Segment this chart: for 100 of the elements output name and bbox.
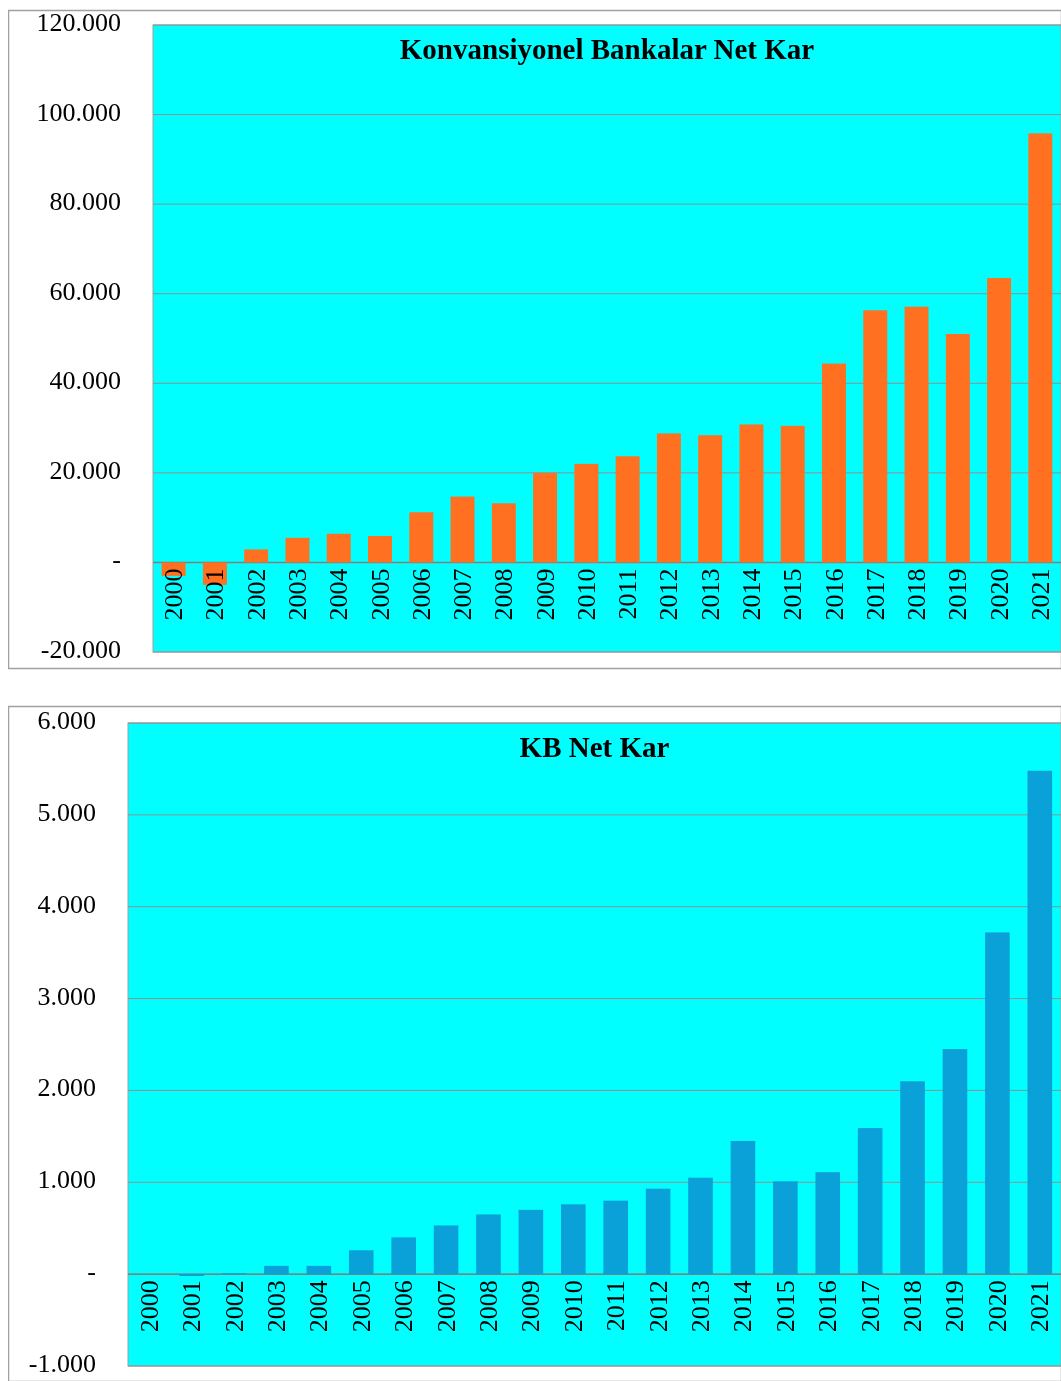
x-tick-label: 2015 <box>778 568 808 621</box>
bar <box>1027 770 1053 1275</box>
x-tick-label: 2015 <box>770 1280 800 1333</box>
bar <box>433 1225 459 1275</box>
x-tick-label: 2019 <box>940 1280 970 1333</box>
bar <box>780 425 805 563</box>
bar <box>857 1128 883 1275</box>
x-tick-label: 2017 <box>860 568 890 621</box>
x-tick-label: 2005 <box>365 568 395 621</box>
bar <box>326 533 351 563</box>
x-tick-label: 2004 <box>304 1280 334 1333</box>
y-tick-label: - <box>112 545 121 575</box>
bar <box>656 433 681 563</box>
bar <box>518 1209 544 1275</box>
chart-title: Konvansiyonel Bankalar Net Kar <box>399 33 815 65</box>
y-tick-label: 20.000 <box>49 455 121 485</box>
bar <box>615 456 640 563</box>
y-tick-label: 40.000 <box>49 366 121 396</box>
x-tick-label: 2005 <box>346 1280 376 1333</box>
x-tick-label: 2013 <box>695 568 725 621</box>
y-tick-label: 3.000 <box>37 981 96 1011</box>
y-tick-label: 60.000 <box>49 276 121 306</box>
bar <box>904 306 929 563</box>
y-tick-label: -1.000 <box>28 1348 96 1378</box>
bar <box>561 1204 586 1275</box>
bar <box>773 1181 798 1275</box>
x-tick-label: 2001 <box>200 568 230 621</box>
bar <box>688 1177 713 1275</box>
bar <box>987 278 1012 563</box>
bar <box>985 932 1010 1275</box>
bar <box>285 537 310 563</box>
bar <box>533 472 558 563</box>
x-tick-label: 2012 <box>654 568 684 621</box>
x-tick-label: 2021 <box>1025 1280 1055 1333</box>
x-tick-label: 2000 <box>134 1280 164 1333</box>
x-tick-label: 2002 <box>241 568 271 621</box>
bar <box>491 503 516 563</box>
bar <box>348 1250 374 1275</box>
bar <box>476 1214 501 1275</box>
x-tick-label: 2013 <box>686 1280 716 1333</box>
x-tick-label: 2003 <box>282 568 312 621</box>
bar <box>574 463 599 563</box>
x-tick-label: 2012 <box>643 1280 673 1333</box>
x-tick-label: 2009 <box>516 1280 546 1333</box>
bar <box>244 549 269 563</box>
bar <box>450 496 475 563</box>
bar <box>409 512 434 563</box>
x-tick-label: 2007 <box>431 1280 461 1333</box>
bar <box>822 363 846 563</box>
y-tick-label: 2.000 <box>37 1073 96 1103</box>
bar <box>603 1200 628 1275</box>
x-tick-label: 2002 <box>219 1280 249 1333</box>
x-tick-label: 2000 <box>159 568 189 621</box>
x-tick-label: 2007 <box>448 568 478 621</box>
x-tick-label: 2008 <box>489 568 519 621</box>
x-tick-label: 2010 <box>571 568 601 621</box>
x-tick-label: 2010 <box>558 1280 588 1333</box>
x-tick-label: 2014 <box>736 568 766 621</box>
bar <box>942 1049 968 1275</box>
bar <box>863 310 888 563</box>
x-tick-label: 2016 <box>819 568 849 621</box>
x-tick-label: 2009 <box>530 568 560 621</box>
x-tick-label: 2017 <box>855 1280 885 1333</box>
y-tick-label: 4.000 <box>37 889 96 919</box>
bar <box>264 1265 289 1275</box>
x-tick-label: 2016 <box>813 1280 843 1333</box>
bar <box>730 1140 756 1275</box>
x-tick-label: 2011 <box>601 1280 631 1332</box>
x-tick-label: 2004 <box>324 568 354 621</box>
y-tick-label: 100.000 <box>36 97 121 127</box>
bar <box>391 1237 416 1275</box>
chart-title: KB Net Kar <box>519 731 670 763</box>
bar <box>645 1188 671 1275</box>
bar <box>698 435 723 563</box>
x-tick-label: 2018 <box>902 568 932 621</box>
y-tick-label: -20.000 <box>40 634 121 664</box>
x-tick-label: 2018 <box>898 1280 928 1333</box>
x-tick-label: 2006 <box>406 568 436 621</box>
x-tick-label: 2001 <box>177 1280 207 1333</box>
bar <box>815 1172 841 1275</box>
x-tick-label: 2011 <box>613 568 643 620</box>
x-tick-label: 2020 <box>982 1280 1012 1333</box>
y-tick-label: 1.000 <box>37 1165 96 1195</box>
y-tick-label: - <box>87 1257 96 1287</box>
bar <box>306 1265 332 1275</box>
x-tick-label: 2019 <box>943 568 973 621</box>
x-tick-label: 2020 <box>984 568 1014 621</box>
x-tick-label: 2021 <box>1025 568 1055 621</box>
y-tick-label: 6.000 <box>37 705 96 735</box>
bar <box>739 424 764 563</box>
x-tick-label: 2006 <box>389 1280 419 1333</box>
y-tick-label: 5.000 <box>37 797 96 827</box>
bar <box>945 334 970 563</box>
x-tick-label: 2014 <box>728 1280 758 1333</box>
y-tick-label: 80.000 <box>49 187 121 217</box>
bar <box>368 536 392 563</box>
x-tick-label: 2003 <box>261 1280 291 1333</box>
x-tick-label: 2008 <box>473 1280 503 1333</box>
bar <box>900 1081 925 1275</box>
bar <box>1028 133 1053 563</box>
